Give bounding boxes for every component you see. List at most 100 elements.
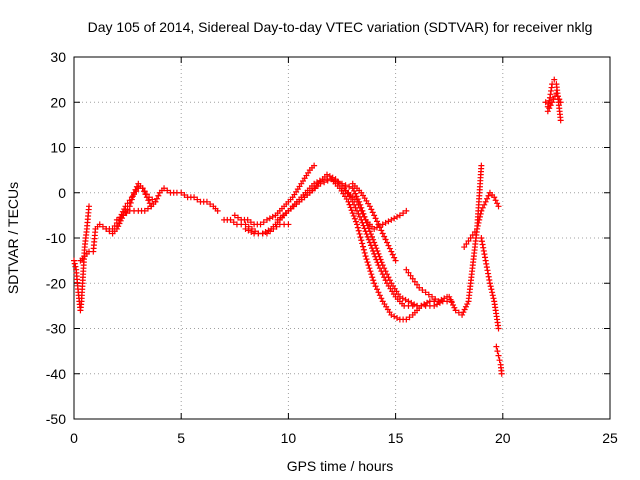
data-point [349, 210, 356, 217]
data-point [489, 289, 496, 296]
data-point [331, 177, 338, 184]
data-point [128, 194, 135, 201]
data-point [99, 223, 106, 230]
data-point [366, 228, 373, 235]
data-point [553, 90, 560, 97]
data-point [342, 187, 349, 194]
data-point [335, 179, 342, 186]
data-point [378, 227, 385, 234]
data-point [450, 301, 457, 308]
data-point [311, 162, 318, 169]
data-point [484, 267, 491, 274]
y-axis-label: SDTVAR / TECUs [5, 182, 21, 294]
data-point [400, 210, 407, 217]
data-point [471, 228, 478, 235]
data-point [490, 295, 497, 302]
data-point [481, 201, 488, 208]
data-point [370, 277, 377, 284]
data-point [362, 253, 369, 260]
data-point [406, 314, 413, 321]
y-tick-label: 20 [50, 94, 66, 110]
data-point [126, 197, 133, 204]
data-point [478, 162, 485, 169]
data-point [491, 194, 498, 201]
data-point [371, 280, 378, 287]
grid-lines [74, 57, 610, 419]
data-point [72, 263, 79, 270]
data-point [348, 207, 355, 214]
data-point [474, 222, 481, 229]
data-point [547, 102, 554, 109]
data-point [354, 221, 361, 228]
data-point [374, 248, 381, 255]
series-arc-14 [461, 189, 502, 251]
data-point [143, 194, 150, 201]
data-point [164, 187, 171, 194]
data-point [361, 213, 368, 220]
data-point [477, 210, 484, 217]
data-point [360, 243, 367, 250]
data-point [124, 200, 131, 207]
x-tick-label: 0 [70, 430, 78, 446]
data-point [356, 204, 363, 211]
data-point [494, 200, 501, 207]
data-point [480, 244, 487, 251]
data-point [363, 219, 370, 226]
data-point [122, 203, 129, 210]
data-point [375, 250, 382, 257]
data-point [379, 230, 386, 237]
data-point [464, 301, 471, 308]
data-point [86, 203, 93, 210]
data-point [247, 219, 254, 226]
data-point [321, 179, 328, 186]
data-point [342, 182, 349, 189]
data-point [123, 210, 130, 217]
data-point [328, 176, 335, 183]
data-point [364, 259, 371, 266]
data-point [463, 241, 470, 248]
data-point [474, 225, 481, 232]
data-point [375, 289, 382, 296]
data-point [365, 225, 372, 232]
data-point [486, 280, 493, 287]
series-arc-3 [103, 185, 155, 232]
data-point [556, 96, 563, 103]
data-point [479, 241, 486, 248]
data-point [376, 253, 383, 260]
data-point [324, 177, 331, 184]
data-point [352, 218, 359, 225]
data-point [354, 224, 361, 231]
data-point [432, 296, 439, 303]
data-point [554, 93, 561, 100]
data-point [346, 183, 353, 190]
data-point [482, 257, 489, 264]
data-point [462, 303, 469, 310]
data-point [482, 198, 489, 205]
data-point [181, 192, 188, 199]
data-point [142, 191, 149, 198]
series-arc-13 [446, 162, 485, 318]
data-point [388, 248, 395, 255]
data-point [494, 348, 501, 355]
data-point [339, 185, 345, 192]
data-point [546, 105, 553, 112]
data-point [360, 246, 367, 253]
data-point [493, 343, 500, 350]
data-point [495, 325, 502, 332]
data-point [153, 195, 160, 202]
data-point [368, 271, 375, 278]
data-point [483, 264, 490, 271]
data-point [227, 216, 234, 223]
data-point [384, 239, 391, 246]
data-point [495, 352, 502, 359]
data-point [489, 292, 496, 299]
y-tick-label: -20 [46, 275, 66, 291]
data-point [391, 254, 398, 261]
data-point [486, 277, 493, 284]
y-tick-label: 30 [50, 49, 66, 65]
y-axis-ticks: -50 -40 -30 -20 -10 0 10 20 30 [46, 49, 610, 427]
data-point [131, 191, 138, 198]
data-point [403, 316, 410, 323]
data-point [370, 236, 377, 243]
